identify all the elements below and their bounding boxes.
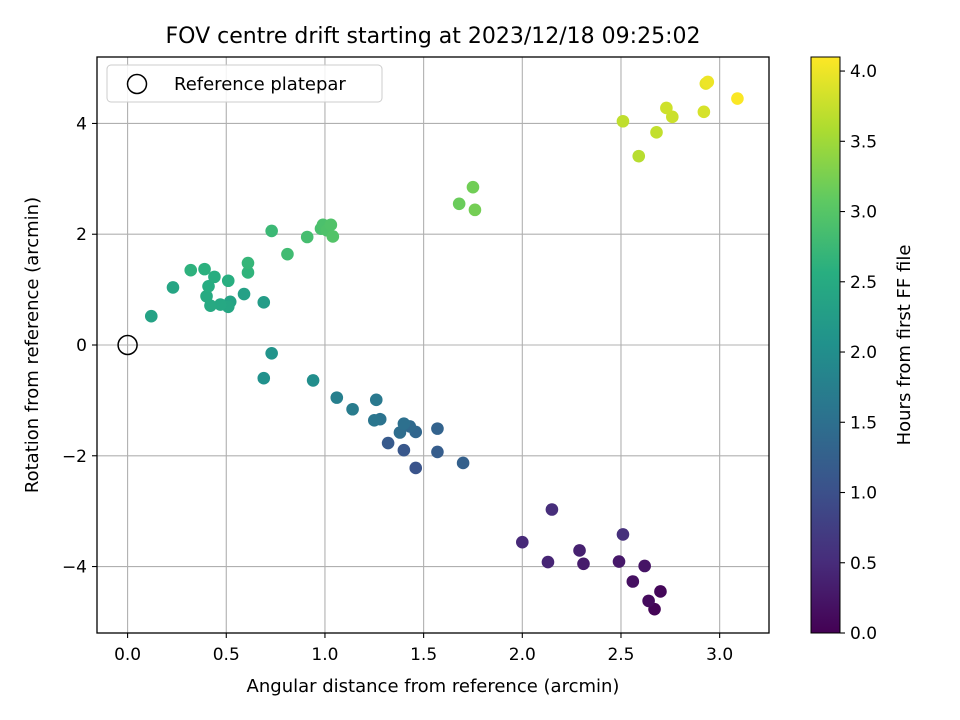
data-point: [697, 105, 711, 119]
data-points: [144, 75, 744, 616]
data-point: [541, 555, 555, 569]
colorbar-tick-label: 1.0: [850, 484, 877, 504]
y-tick-label: 0: [76, 336, 87, 356]
x-tick-label: 0.5: [213, 645, 240, 665]
data-point: [241, 256, 255, 270]
data-point: [616, 528, 630, 541]
colorbar-tick-label: 2.5: [850, 273, 877, 293]
data-point: [326, 230, 340, 243]
legend-entry-label: Reference platepar: [174, 74, 346, 95]
data-point: [468, 203, 482, 217]
data-point: [573, 544, 586, 557]
data-point: [241, 266, 255, 279]
data-point: [265, 224, 278, 238]
data-point: [516, 535, 529, 549]
data-point: [397, 443, 411, 457]
data-point: [660, 101, 673, 115]
colorbar-tick-label: 2.0: [850, 343, 877, 363]
reference-marker-group: [117, 334, 138, 356]
chart-title: FOV centre drift starting at 2023/12/18 …: [166, 24, 701, 49]
data-point: [306, 374, 320, 387]
x-axis: 0.0 0.5 1.0 1.5 2.0 2.5 3.0: [114, 633, 733, 665]
colorbar-label: Hours from first FF file: [894, 245, 915, 446]
x-tick-label: 1.5: [410, 645, 437, 665]
data-point: [198, 262, 211, 276]
legend: Reference platepar: [106, 64, 383, 103]
data-point: [650, 126, 663, 139]
data-point: [204, 299, 217, 312]
data-point: [616, 114, 630, 128]
data-point: [654, 585, 667, 598]
colorbar-tick-label: 3.0: [850, 203, 877, 223]
colorbar-tick-label: 1.5: [850, 413, 877, 433]
y-tick-label: −2: [62, 447, 87, 467]
data-point: [281, 247, 294, 261]
colorbar-tick-label: 0.0: [850, 624, 877, 644]
data-point: [577, 557, 590, 571]
data-point: [221, 274, 235, 288]
x-axis-label: Angular distance from reference (arcmin): [247, 676, 620, 697]
colorbar: 0.0 0.5 1.0 1.5 2.0 2.5 3.0 3.5 4.0 Hours from f…: [810, 56, 915, 644]
colorbar-gradient: [810, 56, 841, 634]
colorbar-tick-label: 0.5: [850, 554, 877, 574]
legend-marker-open-circle: [126, 73, 148, 95]
x-tick-label: 1.0: [311, 645, 338, 665]
data-point: [626, 575, 640, 588]
y-axis-label: Rotation from reference (arcmin): [22, 197, 43, 493]
data-point: [632, 149, 646, 163]
colorbar-ticks: 0.0 0.5 1.0 1.5 2.0 2.5 3.0 3.5 4.0: [840, 62, 877, 644]
data-point: [397, 417, 411, 430]
data-point: [731, 92, 744, 105]
data-point: [330, 391, 344, 404]
y-axis: −4 −2 0 2 4: [62, 114, 97, 578]
data-point: [642, 594, 655, 608]
data-point: [208, 270, 221, 284]
data-point: [466, 180, 480, 194]
data-point: [257, 296, 271, 309]
x-tick-label: 2.5: [607, 645, 634, 665]
data-point: [184, 263, 198, 277]
data-point: [257, 371, 271, 385]
data-point: [214, 298, 227, 311]
y-tick-label: −4: [62, 558, 87, 578]
colorbar-tick-label: 4.0: [850, 62, 877, 82]
data-point: [638, 559, 651, 573]
reference-platepar-marker: [117, 334, 138, 356]
data-point: [452, 197, 466, 211]
x-tick-label: 0.0: [114, 645, 141, 665]
grid: [97, 57, 769, 633]
data-point: [665, 110, 679, 124]
data-point: [545, 503, 559, 516]
data-point: [346, 402, 359, 416]
plot-area: [96, 56, 770, 634]
data-point: [369, 393, 383, 407]
legend-box: [106, 64, 383, 103]
data-point: [456, 456, 470, 470]
x-tick-label: 3.0: [706, 645, 733, 665]
colorbar-tick-label: 3.5: [850, 132, 877, 152]
data-point: [300, 230, 314, 244]
data-point: [431, 422, 444, 435]
data-point: [701, 75, 715, 89]
data-point: [381, 436, 395, 450]
data-point: [200, 289, 213, 303]
x-tick-label: 2.0: [509, 645, 536, 665]
data-point: [166, 281, 180, 294]
y-tick-label: 4: [76, 114, 87, 134]
data-point: [144, 309, 158, 323]
data-point: [431, 445, 444, 459]
data-point: [265, 347, 278, 360]
data-point: [612, 555, 626, 568]
data-point: [324, 218, 338, 232]
data-point: [202, 279, 215, 293]
data-point: [237, 287, 251, 301]
y-tick-label: 2: [76, 225, 87, 245]
data-point: [367, 414, 381, 427]
data-point: [409, 461, 423, 475]
